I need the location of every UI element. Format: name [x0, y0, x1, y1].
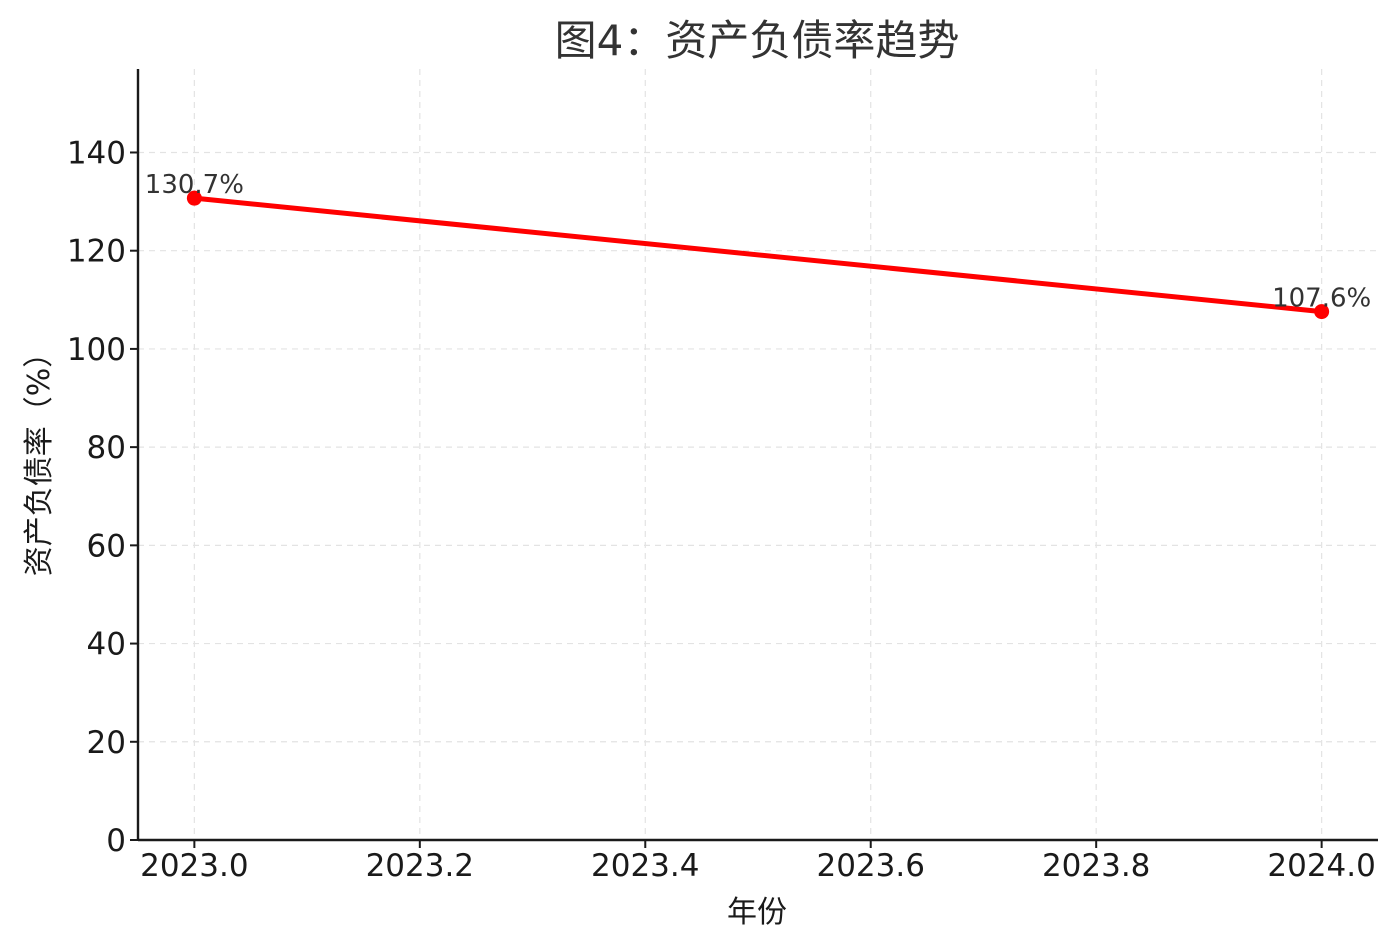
y-tick-label: 0 [106, 823, 126, 859]
x-tick-label: 2023.8 [1042, 848, 1150, 884]
series-layer [186, 190, 1330, 320]
y-tick-label: 140 [67, 135, 126, 171]
y-tick-label: 120 [67, 234, 126, 270]
x-tick-label: 2024.0 [1267, 848, 1375, 884]
y-tick-label: 20 [87, 725, 126, 761]
x-tick-label: 2023.6 [816, 848, 924, 884]
x-tick-label: 2023.4 [591, 848, 699, 884]
y-tick-label: 60 [87, 528, 126, 564]
y-axis-title: 资产负债率（%） [22, 338, 57, 577]
chart-title: 图4：资产负债率趋势 [555, 16, 960, 65]
axes-layer [136, 69, 1378, 842]
x-tick-label: 2023.2 [366, 848, 474, 884]
y-tick-label: 100 [67, 332, 126, 368]
x-axis-title: 年份 [727, 895, 787, 930]
grid-layer [138, 69, 1378, 840]
data-label: 130.7% [145, 170, 244, 200]
y-tick-label: 80 [87, 430, 126, 466]
data-label: 107.6% [1272, 284, 1371, 314]
data-labels-layer: 130.7% 107.6% [145, 170, 1371, 313]
y-tick-label: 40 [87, 627, 126, 663]
series-line [194, 195, 1322, 315]
ticks-layer: 0 20 40 60 80 100 120 140 2023.0 2023.2 2023.4 2023… [67, 135, 1376, 884]
x-tick-label: 2023.0 [140, 848, 248, 884]
data-point [1314, 304, 1330, 320]
data-point [186, 190, 202, 206]
